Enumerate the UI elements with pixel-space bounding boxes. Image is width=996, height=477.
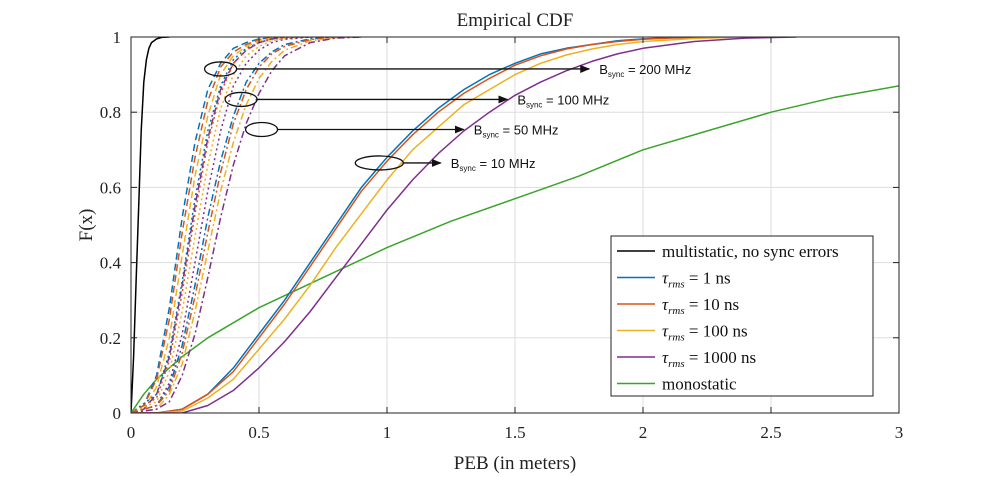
legend-label: τrms = 1 ns (662, 269, 731, 291)
annotation-label: Bsync = 200 MHz (599, 62, 691, 79)
series-layer (131, 37, 899, 413)
series-line (131, 37, 311, 413)
y-tick-label: 0 (113, 404, 122, 423)
y-tick-label: 0.6 (100, 178, 121, 197)
x-tick-label: 1 (383, 423, 392, 442)
series-line (131, 37, 336, 413)
y-tick-label: 0.2 (100, 329, 121, 348)
legend-label: monostatic (662, 375, 737, 394)
y-tick-label: 1 (113, 28, 122, 47)
x-tick-label: 2 (639, 423, 648, 442)
annotation-label: Bsync = 100 MHz (517, 92, 609, 109)
series-line (131, 37, 362, 413)
series-line (131, 37, 336, 413)
x-tick-label: 2.5 (760, 423, 781, 442)
x-tick-label: 0.5 (248, 423, 269, 442)
x-tick-label: 3 (895, 423, 904, 442)
legend-label: τrms = 100 ns (662, 322, 748, 344)
series-line (131, 37, 720, 413)
y-tick-label: 0.8 (100, 103, 121, 122)
series-line (131, 37, 362, 413)
legend: multistatic, no sync errors τrms = 1 ns τr… (610, 235, 874, 397)
x-axis-label: PEB (in meters) (454, 453, 576, 474)
annotation-label: Bsync = 50 MHz (474, 122, 559, 139)
y-tick-label: 0.4 (100, 254, 122, 273)
x-tick-label: 0 (127, 423, 136, 442)
legend-box (610, 235, 874, 397)
series-line (131, 37, 311, 413)
series-line (131, 37, 362, 413)
legend-label: multistatic, no sync errors (662, 242, 839, 261)
y-axis-label: F(x) (76, 209, 97, 242)
series-line (131, 37, 311, 413)
series-line (131, 37, 336, 413)
axis-ticks: 0 0.5 1 1.5 2 2.5 3 0 0.2 0.4 0.6 0.8 1 (100, 28, 904, 442)
annotation-label: Bsync = 10 MHz (451, 156, 536, 173)
series-line (131, 37, 797, 413)
legend-label: τrms = 1000 ns (662, 348, 756, 370)
chart-title: Empirical CDF (457, 10, 574, 31)
legend-label: τrms = 10 ns (662, 295, 739, 317)
x-tick-label: 1.5 (504, 423, 525, 442)
series-line (131, 37, 746, 413)
series-line (131, 37, 170, 413)
series-line (131, 85, 899, 413)
bsync-annotations: Bsync = 200 MHz Bsync = 100 MHz Bsync = 50… (203, 61, 691, 173)
series-line (131, 37, 362, 413)
